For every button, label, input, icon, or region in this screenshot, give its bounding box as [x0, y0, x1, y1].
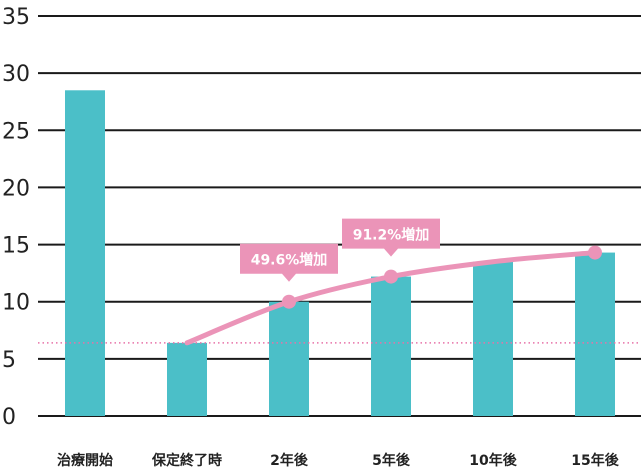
- callout-label: 91.2%増加: [353, 227, 430, 244]
- y-tick-label: 20: [2, 176, 30, 201]
- bar: [371, 276, 411, 416]
- callout: 91.2%増加: [342, 218, 440, 257]
- x-tick-label: 5年後: [372, 452, 411, 469]
- y-tick-label: 30: [2, 62, 30, 87]
- y-tick-label: 15: [2, 234, 30, 259]
- callout-bubble: [342, 218, 440, 257]
- x-tick-label: 治療開始: [57, 452, 113, 469]
- bar: [575, 252, 615, 416]
- callouts: 49.6%増加 91.2%増加: [240, 218, 440, 282]
- bar: [65, 90, 105, 417]
- bar: [473, 261, 513, 416]
- y-tick-label: 25: [2, 119, 30, 144]
- bars: [65, 90, 615, 417]
- y-tick-label: 35: [2, 5, 30, 30]
- bar: [167, 342, 207, 416]
- trend-point: [282, 294, 296, 309]
- y-tick-label: 5: [2, 348, 16, 373]
- trend-line-layer: [184, 245, 602, 346]
- bar: [269, 301, 309, 416]
- x-tick-label: 保定終了時: [151, 452, 222, 469]
- trend-point: [588, 245, 602, 260]
- callout-label: 49.6%増加: [251, 252, 328, 269]
- y-axis-ticks: 0 5 10 15 20 25 30 35: [2, 5, 30, 430]
- x-tick-label: 10年後: [469, 452, 517, 469]
- callout: 49.6%増加: [240, 243, 338, 282]
- x-tick-label: 15年後: [571, 452, 619, 469]
- x-axis-ticks: 治療開始 保定終了時 2年後 5年後 10年後 15年後: [57, 452, 620, 469]
- trend-point: [384, 269, 398, 284]
- grid: [38, 15, 641, 417]
- x-tick-label: 2年後: [270, 452, 309, 469]
- y-tick-label: 10: [2, 291, 30, 316]
- y-tick-label: 0: [2, 405, 16, 430]
- callout-bubble: [240, 243, 338, 282]
